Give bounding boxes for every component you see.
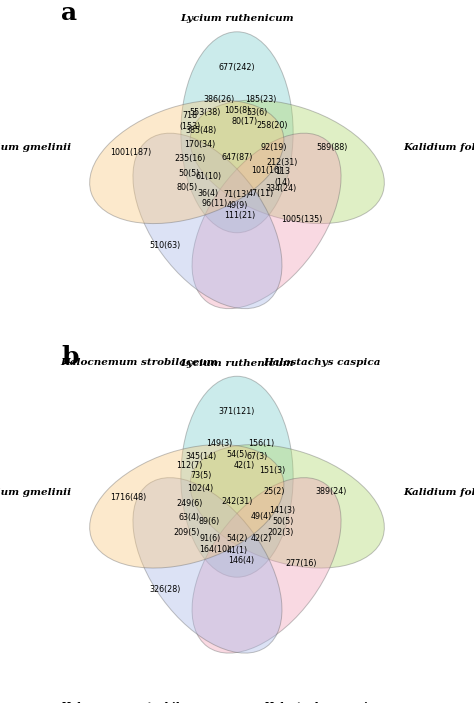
Text: 1716(48): 1716(48) (110, 493, 146, 502)
Text: 553(38): 553(38) (190, 108, 221, 117)
Text: 42(2): 42(2) (251, 534, 272, 543)
Text: Lycium ruthenicum: Lycium ruthenicum (180, 14, 294, 23)
Text: Kalidium foliatum: Kalidium foliatum (403, 143, 474, 152)
Text: b: b (62, 345, 79, 369)
Ellipse shape (181, 376, 293, 577)
Text: a: a (62, 1, 78, 25)
Text: Kalidium foliatum: Kalidium foliatum (403, 488, 474, 496)
Text: 389(24): 389(24) (316, 487, 347, 496)
Text: 89(6): 89(6) (198, 517, 219, 526)
Text: 111(21): 111(21) (224, 211, 255, 220)
Text: 63(4): 63(4) (179, 513, 200, 522)
Text: 156(1): 156(1) (248, 439, 274, 448)
Ellipse shape (90, 444, 284, 568)
Text: 589(88): 589(88) (316, 143, 347, 152)
Text: 113
(14): 113 (14) (275, 167, 291, 187)
Text: 371(121): 371(121) (219, 407, 255, 416)
Ellipse shape (192, 477, 341, 653)
Text: 54(5): 54(5) (226, 450, 248, 459)
Text: 61(10): 61(10) (196, 172, 222, 181)
Text: 49(4): 49(4) (251, 512, 272, 521)
Ellipse shape (133, 477, 282, 653)
Text: 386(26): 386(26) (204, 95, 235, 103)
Ellipse shape (190, 444, 384, 568)
Text: 677(242): 677(242) (219, 63, 255, 72)
Text: 71(13): 71(13) (224, 190, 250, 199)
Text: 102(4): 102(4) (187, 484, 213, 493)
Text: 235(16): 235(16) (174, 155, 205, 163)
Text: 185(23): 185(23) (246, 95, 277, 103)
Text: 112(7): 112(7) (176, 461, 203, 470)
Text: 80(5): 80(5) (176, 183, 197, 193)
Text: Limonium gmelinii: Limonium gmelinii (0, 143, 71, 152)
Text: 242(31): 242(31) (221, 497, 253, 506)
Text: 345(14): 345(14) (185, 452, 217, 461)
Text: Halostachys caspica: Halostachys caspica (263, 358, 380, 367)
Text: 50(5): 50(5) (178, 169, 200, 178)
Ellipse shape (192, 133, 341, 309)
Text: 1005(135): 1005(135) (281, 215, 322, 224)
Text: 92(19): 92(19) (261, 143, 287, 152)
Text: 334(24): 334(24) (265, 184, 296, 193)
Text: 151(3): 151(3) (259, 465, 285, 475)
Text: 36(4): 36(4) (198, 189, 219, 198)
Text: 277(16): 277(16) (286, 560, 317, 569)
Text: 53(6): 53(6) (246, 108, 268, 117)
Text: 49(9): 49(9) (226, 201, 248, 210)
Text: 718
(153): 718 (153) (179, 111, 201, 131)
Text: 101(16): 101(16) (251, 166, 282, 174)
Text: 91(6): 91(6) (199, 534, 220, 543)
Text: 105(8): 105(8) (224, 105, 250, 115)
Text: 326(28): 326(28) (150, 585, 181, 594)
Text: 202(3): 202(3) (267, 528, 294, 537)
Text: 1001(187): 1001(187) (110, 148, 151, 157)
Text: 149(3): 149(3) (206, 439, 232, 448)
Text: 164(10): 164(10) (199, 545, 230, 554)
Text: Halocnemum strobilaceum: Halocnemum strobilaceum (61, 358, 218, 367)
Ellipse shape (90, 100, 284, 224)
Text: 50(5): 50(5) (272, 517, 293, 526)
Text: 141(3): 141(3) (269, 506, 295, 515)
Text: Lycium ruthenicum: Lycium ruthenicum (180, 359, 294, 368)
Ellipse shape (133, 133, 282, 309)
Text: 146(4): 146(4) (228, 557, 255, 565)
Text: 73(5): 73(5) (190, 471, 211, 479)
Text: 170(34): 170(34) (184, 140, 216, 148)
Text: 67(3): 67(3) (246, 452, 268, 461)
Text: Limonium gmelinii: Limonium gmelinii (0, 488, 71, 496)
Text: 47(11): 47(11) (248, 189, 274, 198)
Text: 54(2): 54(2) (226, 534, 248, 543)
Text: 80(17): 80(17) (231, 117, 257, 126)
Text: 258(20): 258(20) (256, 121, 288, 130)
Text: 385(48): 385(48) (185, 127, 217, 135)
Text: 212(31): 212(31) (266, 158, 298, 167)
Text: 96(11): 96(11) (202, 199, 228, 208)
Text: 510(63): 510(63) (150, 240, 181, 250)
Text: 647(87): 647(87) (221, 153, 253, 162)
Text: 42(1): 42(1) (234, 461, 255, 470)
Text: 25(2): 25(2) (263, 487, 285, 496)
Ellipse shape (190, 100, 384, 224)
Text: 249(6): 249(6) (176, 499, 203, 508)
Text: 209(5): 209(5) (173, 528, 200, 537)
Ellipse shape (181, 32, 293, 233)
Text: 41(1): 41(1) (227, 546, 247, 555)
